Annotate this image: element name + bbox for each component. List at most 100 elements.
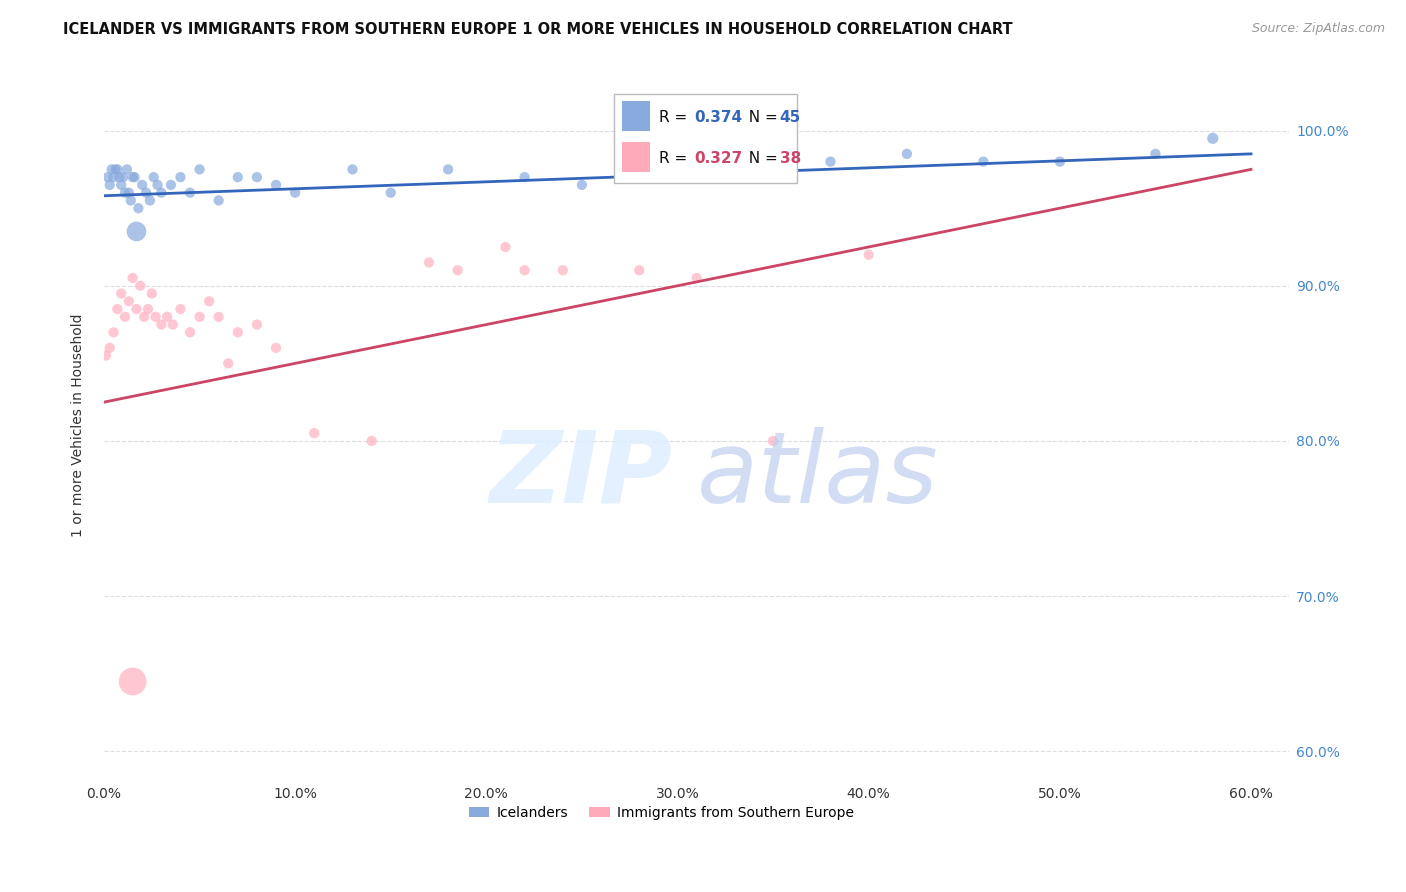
- Point: [571, 178, 593, 192]
- Text: N =: N =: [740, 151, 783, 166]
- Point: [121, 170, 143, 185]
- Point: [685, 271, 707, 285]
- Point: [304, 426, 326, 441]
- Point: [179, 326, 201, 340]
- Point: [108, 170, 131, 185]
- Point: [264, 178, 287, 192]
- Point: [858, 248, 880, 262]
- Point: [110, 286, 132, 301]
- Text: 38: 38: [779, 151, 801, 166]
- Point: [134, 310, 156, 324]
- Point: [447, 263, 470, 277]
- Point: [724, 154, 747, 169]
- Point: [98, 341, 121, 355]
- Point: [105, 162, 128, 177]
- Point: [124, 170, 146, 185]
- Point: [179, 186, 201, 200]
- Point: [169, 301, 191, 316]
- Legend: Icelanders, Immigrants from Southern Europe: Icelanders, Immigrants from Southern Eur…: [463, 800, 859, 825]
- Point: [264, 341, 287, 355]
- Point: [131, 178, 153, 192]
- Point: [98, 178, 121, 192]
- Point: [551, 263, 574, 277]
- Point: [103, 170, 125, 185]
- Point: [103, 326, 125, 340]
- FancyBboxPatch shape: [613, 94, 797, 183]
- Point: [1202, 131, 1225, 145]
- Point: [1049, 154, 1071, 169]
- Point: [110, 178, 132, 192]
- Point: [105, 301, 128, 316]
- Text: ZIP: ZIP: [489, 427, 673, 524]
- Text: R =: R =: [658, 110, 692, 125]
- Point: [112, 170, 135, 185]
- Point: [820, 154, 842, 169]
- Text: atlas: atlas: [696, 427, 938, 524]
- Point: [208, 194, 231, 208]
- Point: [118, 186, 141, 200]
- Point: [494, 240, 516, 254]
- Point: [896, 146, 918, 161]
- Point: [100, 162, 122, 177]
- Point: [118, 294, 141, 309]
- Point: [162, 318, 184, 332]
- Point: [188, 310, 211, 324]
- Point: [418, 255, 440, 269]
- Text: 45: 45: [779, 110, 801, 125]
- Point: [380, 186, 402, 200]
- Text: Source: ZipAtlas.com: Source: ZipAtlas.com: [1251, 22, 1385, 36]
- Text: 0.374: 0.374: [695, 110, 742, 125]
- Point: [246, 170, 269, 185]
- Point: [156, 310, 179, 324]
- Point: [226, 326, 249, 340]
- Point: [1144, 146, 1167, 161]
- Point: [139, 194, 162, 208]
- Point: [972, 154, 994, 169]
- Point: [628, 170, 651, 185]
- Point: [160, 178, 183, 192]
- Text: 0.327: 0.327: [695, 151, 742, 166]
- Point: [114, 186, 136, 200]
- Point: [217, 356, 239, 370]
- Point: [513, 263, 536, 277]
- Point: [284, 186, 307, 200]
- Point: [762, 434, 785, 448]
- Point: [94, 349, 117, 363]
- Point: [142, 170, 165, 185]
- Point: [146, 178, 169, 192]
- Point: [437, 162, 460, 177]
- Point: [150, 318, 173, 332]
- Bar: [621, 101, 651, 131]
- Point: [121, 271, 143, 285]
- Text: N =: N =: [740, 110, 783, 125]
- Point: [246, 318, 269, 332]
- Point: [141, 286, 163, 301]
- Point: [208, 310, 231, 324]
- Text: ICELANDER VS IMMIGRANTS FROM SOUTHERN EUROPE 1 OR MORE VEHICLES IN HOUSEHOLD COR: ICELANDER VS IMMIGRANTS FROM SOUTHERN EU…: [63, 22, 1012, 37]
- Point: [226, 170, 249, 185]
- Point: [136, 301, 159, 316]
- Point: [120, 194, 142, 208]
- Point: [169, 170, 191, 185]
- Point: [127, 201, 149, 215]
- Point: [342, 162, 364, 177]
- Point: [360, 434, 382, 448]
- Point: [129, 278, 152, 293]
- Point: [114, 310, 136, 324]
- Point: [628, 263, 651, 277]
- Point: [115, 162, 138, 177]
- Point: [145, 310, 167, 324]
- Point: [125, 301, 148, 316]
- Point: [135, 186, 157, 200]
- Point: [150, 186, 173, 200]
- Text: R =: R =: [658, 151, 692, 166]
- Point: [125, 224, 148, 238]
- Point: [97, 170, 120, 185]
- Point: [188, 162, 211, 177]
- Point: [104, 162, 127, 177]
- Point: [198, 294, 221, 309]
- Point: [121, 674, 143, 689]
- Point: [513, 170, 536, 185]
- Y-axis label: 1 or more Vehicles in Household: 1 or more Vehicles in Household: [72, 314, 86, 537]
- Bar: [621, 142, 651, 172]
